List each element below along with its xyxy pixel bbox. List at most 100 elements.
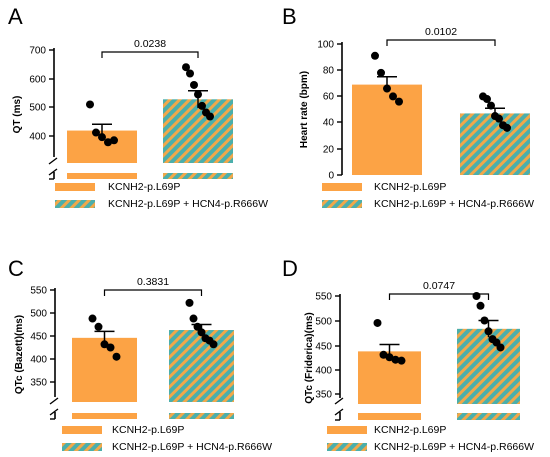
y-tick-label: 40 [323, 118, 335, 129]
bar-kcnh2-hcn4 [457, 328, 520, 404]
legend-swatch-striped [62, 443, 102, 451]
y-tick-label: 500 [29, 103, 46, 114]
data-point [472, 292, 481, 300]
data-point [379, 350, 388, 359]
data-point [503, 123, 511, 132]
y-tick-label: 60 [323, 92, 335, 103]
data-point [495, 114, 503, 123]
panel-b: B 100 80 60 40 20 0 Heart rate (bpm) 0.0102 KCN… [282, 4, 534, 210]
p-value-label: 0.0102 [425, 26, 457, 38]
bar-kcnh2-lower [72, 413, 137, 419]
y-tick-label: 700 [29, 46, 46, 57]
y-tick-label: 80 [323, 66, 335, 77]
legend-label-2: KCNH2-p.L69P + HCN4-p.R666W [112, 441, 272, 453]
data-point [371, 51, 379, 60]
data-point [480, 316, 489, 325]
y-tick-label: 600 [29, 75, 46, 86]
data-point [92, 128, 100, 137]
legend-label-1: KCNH2-p.L69P [374, 181, 446, 193]
legend-label-2: KCNH2-p.L69P + HCN4-p.R666W [374, 441, 534, 453]
data-point [185, 298, 194, 307]
bar-kcnh2-hcn4 [163, 99, 233, 163]
legend-label-2: KCNH2-p.L69P + HCN4-p.R666W [108, 198, 268, 210]
data-point [476, 301, 485, 310]
chart-panel-c: 550 500 450 400 350 QTc (Bazett)(ms) 0.3831 [14, 276, 234, 420]
legend-swatch-striped [55, 200, 95, 208]
legend-label-1: KCNH2-p.L69P [374, 424, 446, 436]
axis-break-mark [49, 408, 59, 416]
y-tick-label: 400 [29, 132, 46, 143]
panel-letter-b: B [282, 4, 297, 29]
data-point [98, 133, 106, 142]
data-point [373, 318, 382, 327]
legend-label-1: KCNH2-p.L69P [112, 424, 184, 436]
data-point [186, 69, 194, 78]
y-tick-label: 350 [315, 390, 332, 401]
y-tick-label: 100 [317, 40, 334, 51]
data-point [106, 343, 115, 352]
legend-label-2: KCNH2-p.L69P + HCN4-p.R666W [374, 198, 534, 210]
chart-panel-b: 100 80 60 40 20 0 Heart rate (bpm) 0.0102 [299, 26, 530, 182]
y-axis-label: QT (ms) [12, 96, 23, 134]
y-tick-label: 0 [328, 171, 334, 182]
y-axis-label: QTc (Friderica)(ms) [304, 312, 315, 404]
bar-kcnh2 [72, 337, 137, 402]
bar-kcnh2-lower [358, 413, 421, 420]
legend-swatch-striped [327, 443, 367, 451]
y-tick-label: 450 [30, 332, 47, 343]
p-value-label: 0.0238 [134, 38, 166, 50]
data-point [94, 322, 103, 331]
data-point [484, 327, 493, 336]
bar-kcnh2-hcn4-lower [169, 413, 234, 419]
legend-a: KCNH2-p.L69P KCNH2-p.L69P + HCN4-p.R666W [55, 181, 268, 210]
y-tick-label: 400 [315, 366, 332, 377]
data-point [86, 100, 94, 109]
p-value-label: 0.0747 [423, 280, 455, 292]
panel-letter-c: C [8, 256, 24, 281]
data-point [391, 355, 400, 364]
data-point [194, 90, 202, 99]
data-point [193, 322, 202, 331]
significance-bracket [101, 51, 199, 58]
data-point [483, 95, 491, 104]
legend-label-1: KCNH2-p.L69P [108, 181, 180, 193]
chart-panel-a: 700 600 500 400 QT (ms) 0.0238 [12, 38, 233, 180]
axis-break-mark [49, 397, 59, 405]
data-point [377, 68, 385, 77]
data-point [197, 328, 206, 337]
legend-swatch-striped [322, 200, 362, 208]
axis-break-mark [334, 397, 344, 405]
bar-kcnh2 [352, 84, 422, 175]
y-axis-label: QTc (Bazett)(ms) [14, 315, 25, 394]
legend-d: KCNH2-p.L69P KCNH2-p.L69P + HCN4-p.R666W [327, 424, 534, 453]
panel-letter-d: D [282, 256, 298, 281]
data-point [496, 343, 505, 352]
data-point [209, 340, 218, 349]
data-point [389, 92, 397, 101]
data-point [395, 97, 403, 106]
legend-swatch-orange [327, 426, 367, 434]
data-point [206, 112, 214, 121]
axis-break-mark [48, 157, 58, 165]
data-point [182, 63, 190, 72]
bar-kcnh2-hcn4 [460, 113, 530, 175]
data-point [383, 84, 391, 93]
y-tick-label: 500 [315, 317, 332, 328]
bar-kcnh2-hcn4 [169, 330, 234, 402]
y-tick-label: 500 [30, 309, 47, 320]
legend-swatch-orange [322, 183, 362, 191]
p-value-label: 0.3831 [137, 276, 169, 288]
significance-bracket [386, 39, 496, 46]
data-point [104, 138, 112, 147]
y-tick-label: 400 [30, 355, 47, 366]
y-tick-label: 550 [30, 286, 47, 297]
data-point [385, 353, 394, 362]
y-tick-label: 450 [315, 342, 332, 353]
panel-a: A 700 600 500 400 QT (ms) 0.0238 KCNH2-p.L69P… [8, 4, 268, 210]
y-axis-label: Heart rate (bpm) [299, 71, 310, 148]
data-point [189, 314, 198, 323]
axis-break-mark [48, 168, 58, 176]
